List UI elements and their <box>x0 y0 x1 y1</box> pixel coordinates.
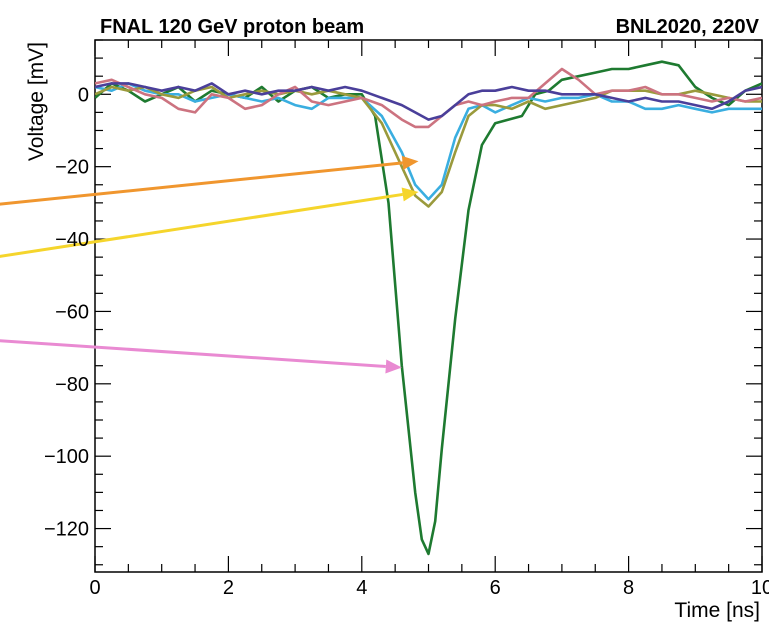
series-line-5 <box>95 82 762 121</box>
annotation-arrow-3 <box>0 339 386 368</box>
annotation-arrowhead-3 <box>385 359 402 374</box>
series-line-1 <box>95 60 762 556</box>
chart-title-left: FNAL 120 GeV proton beam <box>100 16 364 38</box>
x-axis-label: Time [ns] <box>674 599 760 622</box>
y-tick-label: −60 <box>55 301 89 323</box>
y-tick-label: −120 <box>44 519 89 541</box>
annotation-arrow-1 <box>0 161 403 206</box>
y-tick-label: 0 <box>78 84 89 106</box>
y-tick-label: −20 <box>55 157 89 179</box>
series-line-4 <box>95 67 762 129</box>
y-tick-label: −80 <box>55 374 89 396</box>
x-tick-label: 6 <box>490 577 501 599</box>
x-tick-label: 10 <box>751 577 769 599</box>
annotation-arrowhead-2 <box>401 187 419 202</box>
annotation-arrow-2 <box>0 192 403 258</box>
x-tick-label: 0 <box>89 577 100 599</box>
x-tick-label: 4 <box>356 577 367 599</box>
chart-title-right: BNL2020, 220V <box>616 16 760 38</box>
series-line-3 <box>95 85 762 208</box>
x-tick-label: 8 <box>623 577 634 599</box>
y-axis-label: Voltage [mV] <box>25 42 48 161</box>
y-tick-label: −40 <box>55 229 89 251</box>
y-tick-label: −100 <box>44 446 89 468</box>
x-tick-label: 2 <box>223 577 234 599</box>
annotation-arrowhead-1 <box>401 155 419 170</box>
